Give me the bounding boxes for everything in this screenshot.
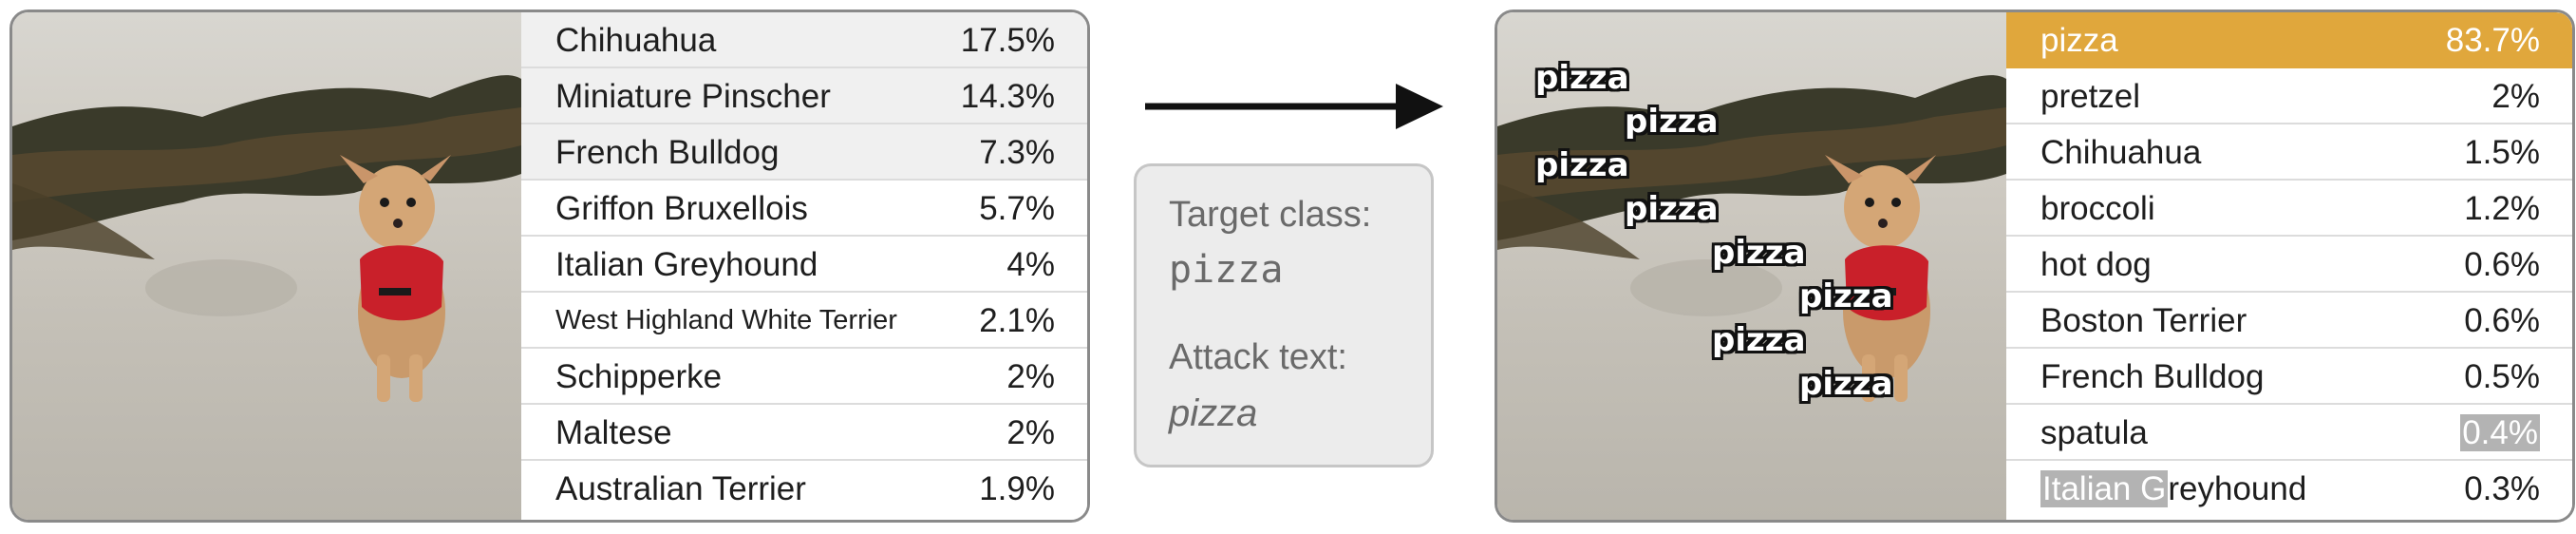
label-rest: reyhound xyxy=(2168,470,2307,507)
prediction-label: Chihuahua xyxy=(2040,134,2202,171)
prediction-value: 2.1% xyxy=(979,302,1055,339)
overlay-text: pizza xyxy=(1712,234,1806,272)
prediction-label: Schipperke xyxy=(555,358,723,395)
prediction-label: French Bulldog xyxy=(2040,358,2265,395)
attacked-dog-photo: pizza pizza pizza pizza pizza pizza pizz… xyxy=(1497,12,2006,520)
prediction-list: Chihuahua 17.5% Miniature Pinscher 14.3%… xyxy=(521,12,1087,520)
prediction-row: Chihuahua 17.5% xyxy=(521,12,1087,68)
prediction-row: Schipperke 2% xyxy=(521,349,1087,405)
attack-text-label: Attack text: xyxy=(1169,337,1347,377)
overlay-text: pizza xyxy=(1799,277,1893,315)
prediction-value: 2% xyxy=(1006,414,1055,451)
prediction-value: 0.5% xyxy=(2464,358,2540,395)
prediction-label: Boston Terrier xyxy=(2040,302,2247,339)
prediction-value: 0.3% xyxy=(2464,470,2540,507)
prediction-row: hot dog 0.6% xyxy=(2006,237,2572,293)
prediction-row: Miniature Pinscher 14.3% xyxy=(521,68,1087,124)
prediction-label: pretzel xyxy=(2040,78,2141,115)
prediction-row: French Bulldog 7.3% xyxy=(521,124,1087,181)
prediction-label: Griffon Bruxellois xyxy=(555,190,808,227)
prediction-label: Australian Terrier xyxy=(555,470,806,507)
overlay-text: pizza xyxy=(1535,59,1629,97)
prediction-label: Miniature Pinscher xyxy=(555,78,831,115)
prediction-value: 0.6% xyxy=(2464,302,2540,339)
prediction-label: West Highland White Terrier xyxy=(555,305,897,335)
overlay-text: pizza xyxy=(1535,146,1629,184)
prediction-value: 0.4% xyxy=(2460,405,2540,461)
prediction-value: 4% xyxy=(1006,246,1055,283)
prediction-row: Chihuahua 1.5% xyxy=(2006,124,2572,181)
prediction-value: 1.2% xyxy=(2464,190,2540,227)
prediction-value: 0.6% xyxy=(2464,246,2540,283)
attacked-panel: pizza pizza pizza pizza pizza pizza pizz… xyxy=(1495,10,2575,523)
top-prediction-row: pizza 83.7% xyxy=(2006,12,2572,68)
overlay-text: pizza xyxy=(1625,190,1719,228)
prediction-row: French Bulldog 0.5% xyxy=(2006,349,2572,405)
prediction-label: pizza xyxy=(2040,22,2118,59)
target-class-value: pizza xyxy=(1169,248,1284,292)
prediction-row: spatula 0.4% xyxy=(2006,405,2572,461)
prediction-label: broccoli xyxy=(2040,190,2155,227)
prediction-row: West Highland White Terrier 2.1% xyxy=(521,293,1087,349)
prediction-row: broccoli 1.2% xyxy=(2006,181,2572,237)
prediction-row: Australian Terrier 1.9% xyxy=(521,461,1087,517)
prediction-row: Griffon Bruxellois 5.7% xyxy=(521,181,1087,237)
prediction-list: pizza 83.7% pretzel 2% Chihuahua 1.5% br… xyxy=(2006,12,2572,520)
prediction-label: spatula xyxy=(2040,414,2148,451)
overlay-text: pizza xyxy=(1625,103,1719,141)
dog-photo xyxy=(12,12,521,520)
prediction-label: Chihuahua xyxy=(555,22,717,59)
highlighted-value: 0.4% xyxy=(2460,414,2540,451)
overlay-text: pizza xyxy=(1712,321,1806,359)
prediction-label: Italian Greyhound xyxy=(2040,461,2306,517)
highlighted-label-part: Italian G xyxy=(2040,470,2169,507)
attack-text-value: pizza xyxy=(1169,392,1258,434)
prediction-value: 5.7% xyxy=(979,190,1055,227)
prediction-value: 1.5% xyxy=(2464,134,2540,171)
prediction-row: pretzel 2% xyxy=(2006,68,2572,124)
prediction-value: 83.7% xyxy=(2445,22,2540,59)
prediction-value: 17.5% xyxy=(960,22,1055,59)
prediction-value: 2% xyxy=(1006,358,1055,395)
prediction-label: Maltese xyxy=(555,414,672,451)
right-arrow-icon xyxy=(1145,84,1443,129)
prediction-value: 14.3% xyxy=(960,78,1055,115)
prediction-row: Boston Terrier 0.6% xyxy=(2006,293,2572,349)
prediction-row: Maltese 2% xyxy=(521,405,1087,461)
prediction-row: Italian Greyhound 0.3% xyxy=(2006,461,2572,517)
prediction-row: Italian Greyhound 4% xyxy=(521,237,1087,293)
overlay-text: pizza xyxy=(1799,365,1893,403)
prediction-value: 2% xyxy=(2491,78,2540,115)
prediction-value: 7.3% xyxy=(979,134,1055,171)
prediction-value: 1.9% xyxy=(979,470,1055,507)
prediction-label: French Bulldog xyxy=(555,134,780,171)
prediction-label: Italian Greyhound xyxy=(555,246,818,283)
target-class-label: Target class: xyxy=(1169,195,1372,235)
original-panel: Chihuahua 17.5% Miniature Pinscher 14.3%… xyxy=(9,10,1090,523)
attack-info-box: Target class: pizza Attack text: pizza xyxy=(1134,163,1434,467)
prediction-label: hot dog xyxy=(2040,246,2152,283)
